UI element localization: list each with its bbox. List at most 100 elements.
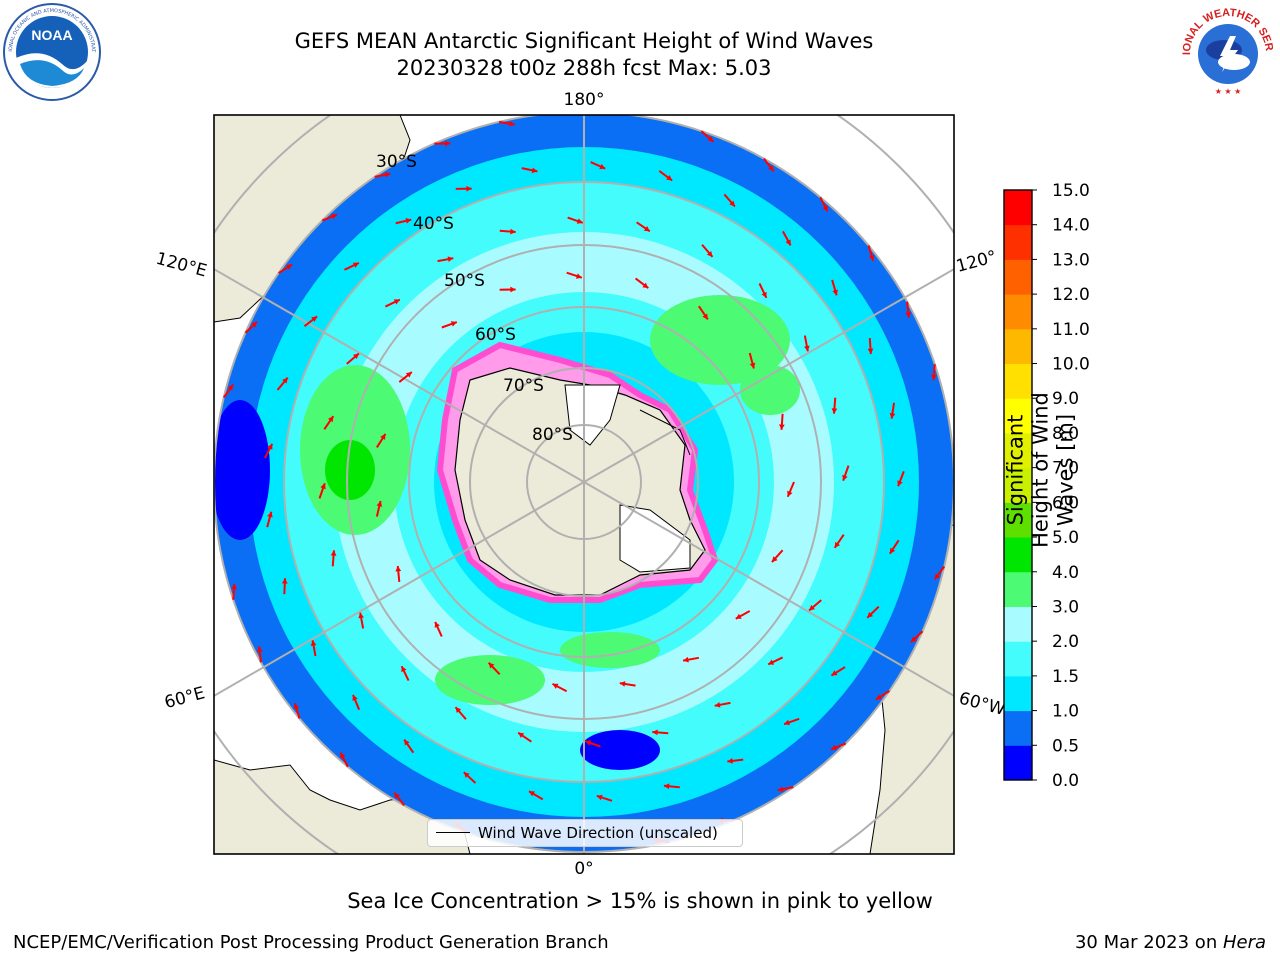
wind-wave-arrowhead: [706, 251, 713, 257]
colorbar-tick-label: 5.0: [1052, 528, 1079, 548]
wind-wave-arrowhead: [463, 772, 470, 778]
wind-wave-arrowhead: [528, 791, 535, 797]
colorbar-bin: [1004, 467, 1032, 503]
wind-wave-arrowhead: [380, 433, 386, 440]
lat-label-40s: 40°S: [413, 214, 454, 234]
wind-wave-arrowhead: [450, 321, 457, 327]
wind-wave-arrowhead: [445, 140, 451, 147]
wind-wave-arrowhead: [282, 377, 288, 384]
noaa-logo: NOAA NATIONAL OCEANIC AND ATMOSPHERIC AD…: [2, 2, 101, 101]
lat-label-60s: 60°S: [475, 325, 516, 345]
colorbar-bin: [1004, 710, 1032, 746]
footer-date: 30 Mar 2023 on Hera: [1075, 932, 1266, 953]
colorbar-tick-label: 6.0: [1052, 493, 1079, 513]
colorbar-bin: [1004, 432, 1032, 469]
wind-wave-arrowhead: [714, 702, 721, 708]
wind-wave-arrowhead: [293, 703, 300, 710]
chart-subtitle: 20230328 t00z 288h fcst Max: 5.03: [396, 56, 772, 80]
colorbar-bin: [1004, 675, 1032, 712]
wind-wave-arrowhead: [702, 313, 708, 320]
colorbar-tick-label: 9.0: [1052, 389, 1079, 409]
svg-text:NOAA: NOAA: [31, 27, 72, 43]
colorbar-bin: [1004, 363, 1032, 399]
wind-wave-arrowhead: [787, 490, 793, 497]
colorbar-bin: [1004, 745, 1032, 781]
wind-wave-arrowhead: [393, 299, 400, 305]
colorbar-tick-label: 0.5: [1052, 736, 1079, 756]
wind-wave-arrowhead: [353, 353, 359, 360]
wind-wave-arrowhead: [227, 384, 234, 391]
wind-wave-arrowhead: [666, 175, 673, 181]
wind-wave-arrowhead: [889, 547, 896, 554]
map-frame: [213, 114, 955, 855]
wind-wave-arrowhead: [652, 729, 658, 736]
wind-wave-arrowhead: [619, 681, 626, 687]
wind-wave-arrowhead: [267, 511, 273, 518]
wind-wave-arrows: [222, 120, 946, 844]
nws-logo: NATIONAL WEATHER SERVICE ★ ★ ★: [1178, 2, 1276, 100]
lon-label-0: 0°: [574, 859, 593, 879]
colorbar-bin: [1004, 224, 1032, 260]
lon-label-60e: 60°E: [162, 683, 207, 713]
wind-wave-arrowhead: [683, 656, 689, 663]
wind-wave-arrowhead: [510, 228, 516, 235]
wind-wave-arrowhead: [488, 662, 495, 669]
wind-wave-arrowhead: [663, 783, 670, 790]
wind-wave-arrowhead: [310, 640, 317, 646]
footer-machine: Hera: [1222, 932, 1266, 953]
green-patch: [325, 440, 375, 500]
colorbar-tick-label: 2.0: [1052, 632, 1079, 652]
lat-label-30s: 30°S: [376, 152, 417, 172]
colorbar-tick-label: 13.0: [1052, 250, 1090, 270]
wind-wave-arrowhead: [585, 740, 592, 746]
wind-wave-arrowhead: [889, 413, 896, 419]
wind-wave-arrowhead: [352, 694, 358, 701]
wind-wave-arrowhead: [404, 739, 410, 746]
wind-wave-arrowhead: [910, 636, 917, 643]
legend-label: Wind Wave Direction (unscaled): [478, 824, 718, 842]
deep-blue-patch: [580, 730, 660, 770]
footer-credit: NCEP/EMC/Verification Post Processing Pr…: [13, 932, 609, 953]
colorbar-label: Significant Height of Wind Waves [m]: [1003, 392, 1078, 548]
colorbar-tick-label: 14.0: [1052, 216, 1090, 236]
colorbar-bin: [1004, 537, 1032, 573]
colorbar-tick-label: 0.0: [1052, 771, 1079, 791]
wind-wave-arrowhead: [331, 213, 338, 220]
wind-wave-arrowhead: [256, 646, 263, 652]
wind-wave-arrowhead: [897, 480, 903, 487]
wind-wave-arrowhead: [358, 612, 364, 619]
map-legend: Wind Wave Direction (unscaled): [427, 819, 743, 847]
wind-wave-arrowhead: [905, 312, 912, 318]
wind-wave-arrowhead: [466, 185, 472, 192]
wind-wave-arrowhead: [384, 171, 391, 178]
wind-wave-arrowhead: [804, 345, 810, 352]
wind-wave-arrowhead: [729, 200, 735, 207]
lat-label-80s: 80°S: [532, 425, 573, 445]
wind-wave-arrowhead: [784, 719, 790, 726]
colorbar-tick-label: 7.0: [1052, 459, 1079, 479]
colorbar-tick-label: 4.0: [1052, 563, 1079, 583]
wind-wave-arrowhead: [251, 321, 258, 328]
sea-ice-note: Sea Ice Concentration > 15% is shown in …: [347, 889, 933, 913]
colorbar-bin: [1004, 571, 1032, 607]
colorbar-tick-label: 12.0: [1052, 285, 1090, 305]
wind-wave-arrowhead: [777, 786, 784, 793]
green-patch: [560, 632, 660, 668]
legend-line-sample: [436, 832, 470, 833]
wind-wave-arrowhead: [779, 424, 785, 430]
wind-wave-arrowhead: [340, 752, 346, 759]
lat-label-50s: 50°S: [444, 271, 485, 291]
colorbar-bin: [1004, 328, 1032, 365]
colorbar: 0.0 0.5 1.0 1.5 2.0 3.0 4.0 5.0 6.0 7.0 8.0 9.0 10.0…: [1003, 181, 1090, 791]
colorbar-tick-label: 3.0: [1052, 597, 1079, 617]
wind-wave-arrowhead: [401, 666, 407, 673]
wind-wave-arrowhead: [576, 218, 583, 224]
wind-wave-arrowhead: [735, 613, 742, 619]
wind-wave-arrowhead: [643, 225, 650, 232]
colorbar-bin: [1004, 259, 1032, 295]
wind-wave-arrowhead: [330, 550, 337, 556]
wind-wave-arrowhead: [510, 286, 516, 293]
wind-wave-arrowhead: [761, 291, 767, 298]
wind-wave-arrowhead: [267, 443, 273, 450]
